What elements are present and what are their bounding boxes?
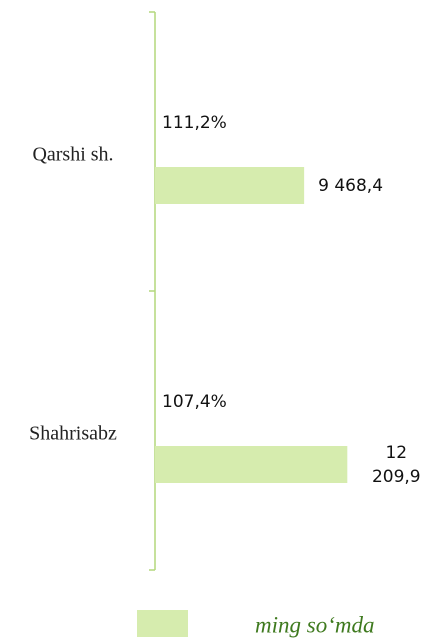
- bar: [155, 446, 348, 483]
- value-label: 12 209,9: [371, 443, 421, 487]
- category-label: Shahrisabz: [29, 423, 117, 445]
- legend-label: ming so‘mda: [255, 612, 374, 637]
- annotation: 111,2%: [162, 113, 227, 133]
- bar: [155, 167, 305, 204]
- value-label: 9 468,4: [318, 176, 384, 196]
- annotation: 107,4%: [162, 392, 227, 412]
- legend-swatch: [137, 610, 188, 637]
- category-label: Qarshi sh.: [32, 144, 113, 166]
